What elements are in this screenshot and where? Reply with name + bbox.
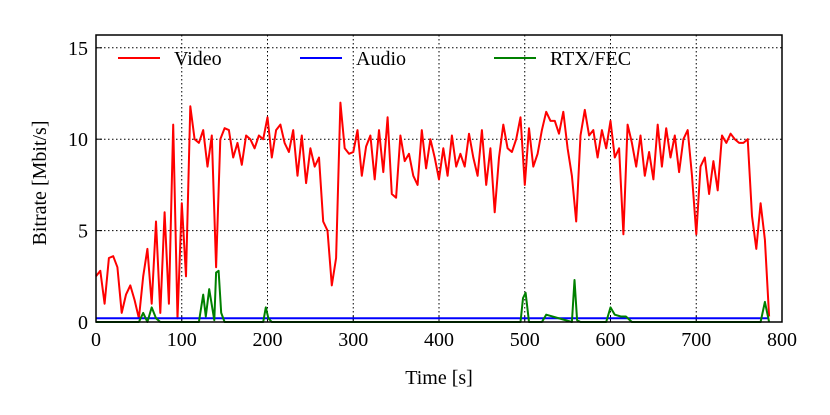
line-series — [96, 269, 771, 323]
plot-frame — [95, 34, 783, 323]
x-tick-label: 400 — [424, 329, 454, 351]
x-axis-label: Time [s] — [405, 367, 473, 389]
y-tick-label: 15 — [68, 38, 88, 60]
x-tick-label: 700 — [681, 329, 711, 351]
x-tick-label: 0 — [91, 329, 101, 351]
x-tick-label: 500 — [510, 329, 540, 351]
x-tick-label: 800 — [767, 329, 797, 351]
y-tick-label: 10 — [68, 129, 88, 151]
line-series — [95, 101, 771, 320]
legend-label: Audio — [356, 48, 406, 70]
x-tick-label: 300 — [338, 329, 368, 351]
legend-label: Video — [174, 48, 222, 70]
x-tick-label: 600 — [596, 329, 626, 351]
x-tick-label: 100 — [167, 329, 197, 351]
y-tick-label: 0 — [78, 312, 88, 334]
legend-label: RTX/FEC — [550, 48, 631, 70]
x-tick-label: 200 — [253, 329, 283, 351]
y-tick-label: 5 — [78, 221, 88, 243]
y-axis-label: Bitrate [Mbit/s] — [29, 121, 51, 246]
